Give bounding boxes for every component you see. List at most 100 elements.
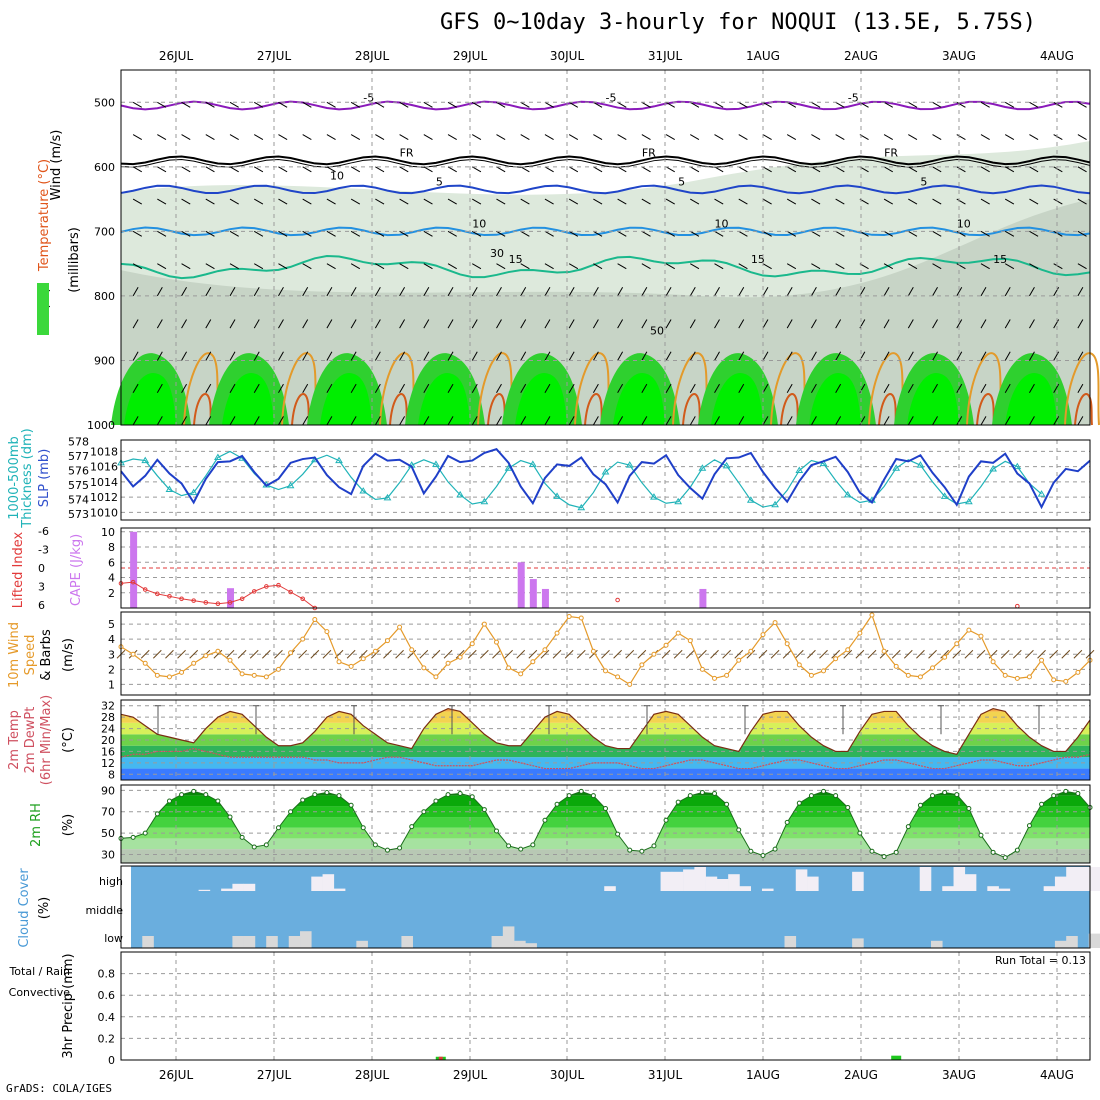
temp-tick-label: 16 (101, 745, 115, 758)
rh-marker (554, 801, 560, 807)
wind-barb (132, 198, 143, 205)
wind-barb (350, 101, 361, 108)
wind-barb (326, 263, 336, 270)
top-date-label: 31JUL (648, 49, 683, 63)
wind-barb (326, 166, 336, 173)
wind-speed-marker (942, 654, 948, 660)
wind-barb (907, 383, 914, 393)
rh-marker (445, 792, 451, 798)
wind-speed-marker (154, 672, 160, 678)
wind-barb (810, 383, 817, 393)
wind-barb (253, 383, 260, 393)
wind-barb (496, 286, 502, 297)
wind-barb (843, 649, 853, 659)
wind-barb (1029, 319, 1035, 329)
rh-tick-label: 70 (101, 806, 115, 819)
wind-barb (762, 198, 772, 205)
slp-tick-label: 1014 (90, 476, 118, 489)
high-cloud-bar (795, 869, 808, 891)
run-total-label: Run Total = 0.13 (995, 954, 1086, 967)
wind-barb (641, 230, 651, 237)
wind-barb (641, 351, 648, 361)
wind-barb (932, 263, 942, 270)
rh-marker (227, 814, 233, 820)
high-cloud-bar (716, 879, 729, 891)
thickness-marker (383, 493, 392, 501)
wind-barb (326, 351, 333, 361)
wind-barb (564, 649, 574, 659)
wind-barb (1004, 416, 1011, 426)
wind-barb (447, 319, 454, 329)
rh-marker (166, 798, 172, 804)
wind-barb (278, 198, 288, 205)
wind-barb (641, 166, 651, 173)
wind-barb (181, 198, 191, 205)
rh-marker (590, 793, 596, 799)
rh-cell-core (907, 373, 959, 425)
wind-speed-marker (784, 641, 790, 647)
wind-barb (350, 286, 357, 297)
wind-barb (274, 649, 283, 659)
wind-barb (835, 134, 845, 140)
wind-barb (835, 319, 842, 329)
isotherm-label: -5 (848, 92, 859, 105)
wind-speed-marker (227, 657, 233, 663)
wind-barb (665, 101, 675, 108)
wind-barb (980, 319, 987, 329)
wind-barb (956, 416, 963, 426)
wind-barb (956, 286, 963, 297)
wind-barb (350, 230, 361, 237)
rh-cell-core (320, 373, 372, 425)
wind-barb (1029, 286, 1035, 297)
wind-barb (1029, 263, 1039, 270)
wind-barb (157, 263, 167, 270)
wind-barb (956, 383, 963, 393)
wind-barb (156, 416, 163, 426)
wind-barb (908, 230, 918, 237)
thickness-marker (795, 466, 804, 473)
rh-marker (397, 845, 403, 851)
wind-barb (253, 286, 260, 297)
wind-barb (253, 198, 264, 205)
wind-barb (980, 263, 990, 270)
cape-bar (227, 588, 235, 608)
high-cloud-bar (311, 876, 323, 891)
wind-barb (447, 230, 457, 237)
wind-barb (1029, 166, 1039, 173)
wind-barb (520, 263, 530, 270)
wind-barb (419, 649, 429, 659)
wind-barb (278, 263, 288, 270)
wind-speed-marker (493, 639, 499, 645)
wind-barb (205, 383, 212, 393)
wind-barb (326, 101, 336, 108)
rh-marker (1039, 801, 1045, 807)
wind-speed-marker (869, 612, 875, 618)
rh-cell-core (515, 373, 567, 425)
thickness-marker (964, 497, 973, 505)
wind-barb (423, 134, 433, 140)
rh-unit-label: (%) (61, 814, 76, 837)
wind-barb (762, 351, 769, 361)
rh-marker (893, 849, 899, 855)
wind-barb (447, 286, 454, 297)
wind-barb (932, 134, 942, 140)
wind-barb (964, 649, 974, 659)
high-cloud-bar (964, 874, 977, 891)
rh-cell-core (418, 373, 470, 425)
wind-barb (346, 649, 356, 659)
wind-barb (613, 649, 622, 659)
series-line (120, 450, 1042, 509)
high-cloud-bar (953, 867, 966, 891)
wind-barb (157, 134, 167, 140)
wind-barb (738, 351, 745, 361)
wind-barb (932, 319, 938, 329)
wind-speed-marker (142, 660, 148, 666)
wind-barb (661, 649, 671, 659)
wind-barb (641, 101, 651, 108)
thickness-marker (141, 456, 150, 464)
high-cloud-bar (761, 888, 774, 891)
li-line (120, 581, 316, 609)
high-cloud-bar (322, 874, 335, 891)
wind-barb (932, 166, 942, 173)
wind-barb (762, 166, 772, 173)
